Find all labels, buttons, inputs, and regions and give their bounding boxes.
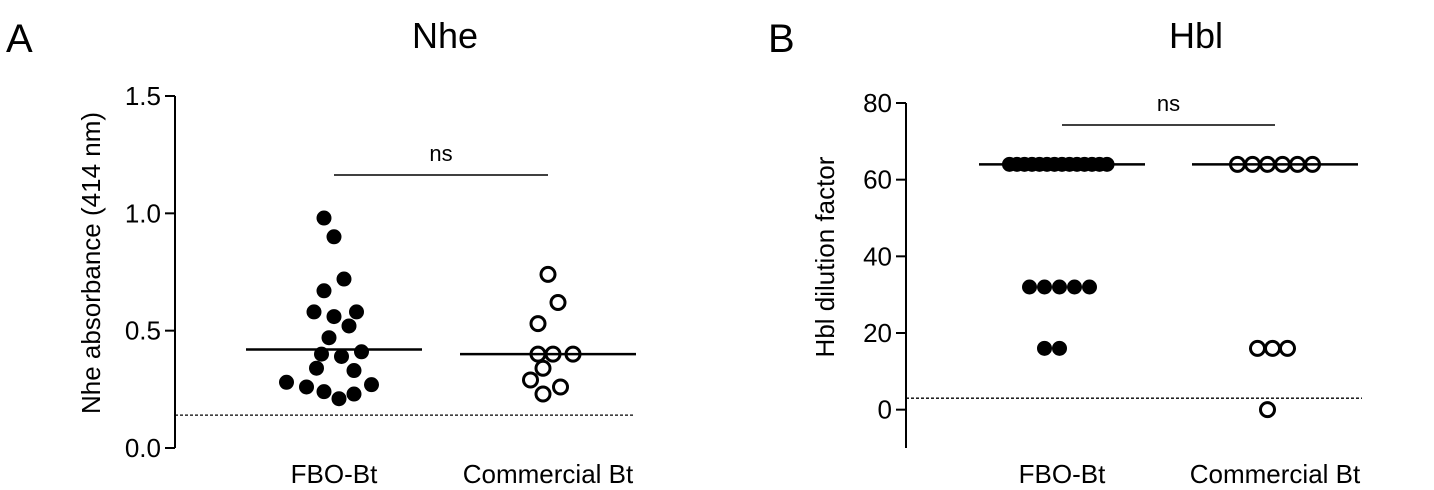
panel-a: A Nhe Nhe absorbance (414 nm) 0.0 0.5 1.0 1… xyxy=(6,15,636,489)
panel-a-y-axis-label: Nhe absorbance (414 nm) xyxy=(76,112,106,414)
panel-a-data-point xyxy=(336,271,352,287)
panel-a-y-tick-label: 1.0 xyxy=(125,198,161,228)
panel-b-x-category-label: FBO-Bt xyxy=(1019,459,1106,489)
panel-a-data-point xyxy=(326,309,342,325)
panel-a-data-point xyxy=(279,374,294,390)
panel-b-y-tick-label: 0 xyxy=(878,395,892,425)
panel-a-y-tick-label: 1.5 xyxy=(125,81,161,111)
panel-a-y-tick-label: 0.0 xyxy=(125,433,161,463)
panel-b-y-tick-label: 60 xyxy=(863,165,892,195)
panel-b-data-point xyxy=(1067,279,1082,295)
panel-a-data-point xyxy=(334,348,349,364)
panel-a-data-point xyxy=(316,384,332,400)
panel-b-data-point xyxy=(1052,340,1067,356)
panel-b-data-point xyxy=(1052,279,1067,295)
panel-a-data-point xyxy=(316,283,332,299)
panel-a-data-point xyxy=(534,385,552,403)
panel-b-x-category-label: Commercial Bt xyxy=(1190,459,1361,489)
panel-b-plot-area: 0 20 40 60 80 FBO-Bt Commercial Bt ns xyxy=(863,88,1362,489)
panel-b-data-point xyxy=(1249,339,1266,357)
panel-a-data-point xyxy=(321,330,337,346)
panel-a-data-point xyxy=(331,391,347,407)
panel-b-y-tick-label: 40 xyxy=(863,241,892,271)
panel-b-data-point xyxy=(1264,339,1281,357)
panel-b: B Hbl Hbl dilution factor 0 20 40 60 80 FBO-B… xyxy=(768,15,1362,489)
panel-a-data-point xyxy=(354,344,369,360)
panel-a-data-point xyxy=(346,386,362,402)
panel-b-data-point xyxy=(1082,279,1097,295)
panel-a-y-tick-label: 0.5 xyxy=(125,316,161,346)
panel-a-x-category-label: Commercial Bt xyxy=(463,459,634,489)
panel-b-y-axis-label: Hbl dilution factor xyxy=(810,156,840,357)
panel-a-data-point xyxy=(552,378,569,396)
panel-b-data-point xyxy=(1279,339,1296,357)
panel-b-data-point xyxy=(1259,401,1276,419)
panel-a-data-point xyxy=(326,229,342,245)
panel-a-data-point xyxy=(349,304,364,320)
panel-a-data-point xyxy=(346,363,362,379)
panel-b-data-point xyxy=(1022,279,1037,295)
panel-a-data-point xyxy=(306,304,322,320)
panel-b-data-point xyxy=(1037,340,1052,356)
panel-a-data-point xyxy=(539,265,557,283)
panel-b-significance-label: ns xyxy=(1157,91,1180,116)
panel-label-b: B xyxy=(768,17,795,61)
panel-b-title: Hbl xyxy=(1169,15,1223,56)
panel-a-data-point xyxy=(299,379,314,395)
panel-b-data-point xyxy=(1037,279,1052,295)
panel-a-data-point xyxy=(522,371,539,389)
panel-a-significance-label: ns xyxy=(429,141,452,166)
panel-a-data-point xyxy=(529,315,547,333)
panel-a-data-point xyxy=(549,294,567,312)
panel-a-title: Nhe xyxy=(412,15,478,56)
panel-a-data-point xyxy=(309,360,324,376)
panel-a-data-point xyxy=(534,359,552,377)
panel-a-x-category-label: FBO-Bt xyxy=(291,459,378,489)
panel-a-plot-area: 0.0 0.5 1.0 1.5 FBO-Bt Commercial Bt ns xyxy=(125,81,636,489)
panel-label-a: A xyxy=(6,17,33,61)
panel-a-data-point xyxy=(341,318,357,334)
panel-a-data-point xyxy=(364,377,379,393)
panel-b-y-tick-label: 80 xyxy=(863,88,892,118)
panel-b-y-tick-label: 20 xyxy=(863,318,892,348)
panel-a-data-point xyxy=(316,210,332,226)
